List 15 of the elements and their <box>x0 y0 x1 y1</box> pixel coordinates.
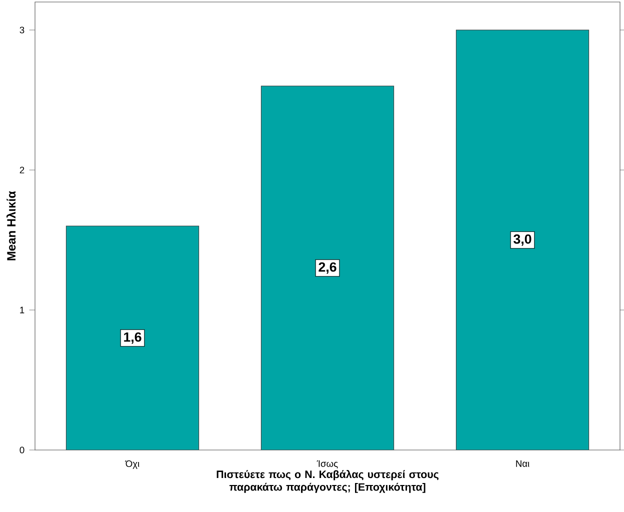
y-axis-title: Mean Ηλικία <box>6 191 16 260</box>
bar <box>260 86 394 450</box>
x-tick-label: Ναι <box>516 460 530 467</box>
bar <box>456 30 590 450</box>
y-tick-label: 3 <box>20 26 24 34</box>
x-tick-label: Όχι <box>125 460 140 469</box>
y-tick-label: 2 <box>20 166 24 174</box>
data-label: 2,6 <box>318 262 336 274</box>
data-label: 3,0 <box>514 234 532 246</box>
y-tick-label: 0 <box>20 446 24 454</box>
bar <box>66 226 200 450</box>
y-tick-label: 1 <box>20 306 24 314</box>
x-tick-label: Ίσως <box>316 460 338 468</box>
data-label: 1,6 <box>124 332 142 344</box>
x-axis-title: Πιστεύετε πως ο Ν. Καβάλας υστερεί στους παρακάτω παράγοντες; [Εποχικότητα] <box>216 470 438 493</box>
